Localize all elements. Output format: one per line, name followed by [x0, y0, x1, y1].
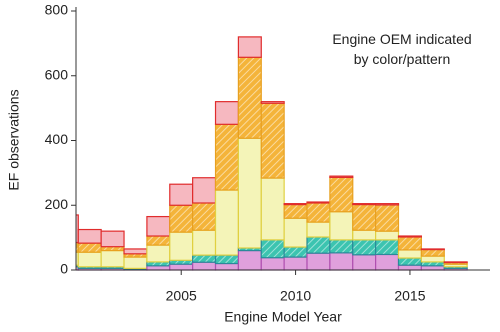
bar-segment	[420, 249, 445, 257]
bar-segment	[420, 248, 445, 251]
bar-segment	[352, 229, 377, 241]
bar-segment	[283, 256, 308, 271]
y-tick-label: 200	[45, 196, 69, 212]
bar-segment	[306, 236, 331, 254]
bar-segment	[77, 251, 102, 268]
y-tick-label: 800	[45, 2, 69, 18]
bar-segment	[352, 204, 377, 231]
bar-segment	[146, 235, 171, 246]
bar-segment	[352, 203, 377, 206]
bar-segment	[214, 101, 239, 125]
bar-segment	[420, 255, 445, 263]
bar-segment	[169, 183, 194, 206]
bar-segment	[100, 249, 125, 268]
bar-segment	[260, 239, 285, 259]
bar-segment	[375, 230, 400, 241]
bar-segment	[283, 246, 308, 258]
plot-area	[76, 36, 468, 271]
bar-segment	[397, 257, 422, 266]
bar-segment	[306, 252, 331, 271]
bar-segment	[375, 239, 400, 256]
bar-segment	[169, 204, 194, 233]
bar-segment	[329, 176, 354, 213]
bar-segment	[123, 248, 148, 255]
bar-segment	[123, 256, 148, 269]
bar-segment	[214, 123, 239, 191]
bar-segment	[192, 254, 217, 263]
bar-segment	[329, 175, 354, 179]
bar-segment	[397, 236, 422, 251]
bar-segment	[260, 257, 285, 271]
bar-segment	[192, 229, 217, 256]
bar-segment	[237, 36, 262, 58]
bar-segment	[169, 263, 194, 271]
bar-segment	[283, 203, 308, 206]
y-tick-label: 600	[45, 66, 69, 82]
bar-segment	[260, 101, 285, 104]
bar-segment	[375, 203, 400, 206]
bar-segment	[214, 262, 239, 271]
bar-segment	[352, 239, 377, 256]
bar-segment	[306, 201, 331, 204]
y-tick-label: 0	[60, 261, 68, 277]
bar-segment	[260, 177, 285, 241]
bar-segment	[329, 239, 354, 254]
bar-segment	[237, 249, 262, 271]
x-tick-label: 2005	[166, 288, 197, 304]
bar-segment	[214, 189, 239, 256]
bar-segment	[146, 265, 171, 271]
bar-segment	[77, 242, 102, 253]
bar-segment	[352, 254, 377, 271]
y-axis-label: EF observations	[6, 89, 22, 190]
bar-segment	[237, 137, 262, 249]
bar-segment	[237, 56, 262, 139]
bar-segment	[192, 202, 217, 231]
annotation: Engine OEM indicated by color/pattern	[332, 31, 471, 67]
bar-segment	[77, 228, 102, 244]
bar-segment	[146, 244, 171, 263]
bar-segment	[283, 204, 308, 219]
bar-segment	[76, 214, 79, 244]
bar-segment	[443, 261, 468, 264]
bar-segment	[397, 249, 422, 259]
bar-segment	[260, 102, 285, 179]
bar-segment	[375, 204, 400, 232]
bar-segment	[76, 241, 79, 253]
x-tick-label: 2015	[394, 288, 425, 304]
bar-segment	[192, 177, 217, 204]
bar-segment	[397, 235, 422, 238]
bar-segment	[192, 261, 217, 271]
bar-segment	[420, 265, 445, 271]
bar-segment	[397, 264, 422, 271]
bar-segment	[306, 202, 331, 223]
bar-segment	[329, 252, 354, 271]
bar-segment	[146, 215, 171, 237]
bar-segment	[169, 231, 194, 261]
bar-segment	[329, 211, 354, 241]
bar-segment	[283, 217, 308, 248]
y-tick-label: 400	[45, 131, 69, 147]
x-axis-label: Engine Model Year	[224, 309, 342, 325]
x-tick-label: 2010	[280, 288, 311, 304]
bar-segment	[306, 221, 331, 238]
bar-segment	[214, 254, 239, 265]
bar-segment	[100, 230, 125, 248]
bar-segment	[375, 253, 400, 271]
